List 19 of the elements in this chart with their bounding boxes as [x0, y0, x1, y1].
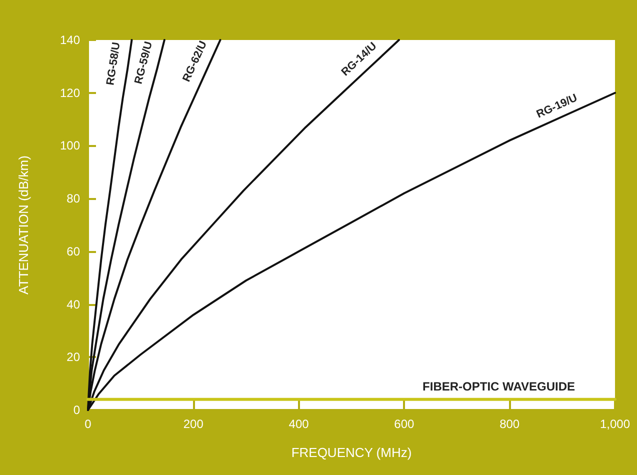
y-tick-label: 60	[66, 244, 80, 258]
x-axis-title: FREQUENCY (MHz)	[291, 445, 412, 460]
y-tick-label: 0	[73, 403, 80, 417]
y-tick-label: 140	[60, 33, 80, 47]
text: RG-58/U	[104, 41, 123, 86]
y-tick-label: 20	[66, 350, 80, 364]
y-tick-label: 100	[60, 138, 80, 153]
x-tick-label: 1,000	[600, 417, 630, 431]
x-tick-label: 0	[84, 417, 92, 431]
x-tick-label: 400	[288, 417, 310, 431]
y-axis-title: ATTENUATION (dB/km)	[16, 156, 31, 294]
x-tick-label: 600	[394, 417, 415, 431]
text: RG-59/U	[132, 40, 155, 86]
x-tick-label: 800	[500, 417, 520, 431]
x-tick-label: 200	[183, 417, 204, 431]
series-label: FIBER-OPTIC WAVEGUIDE	[422, 379, 575, 394]
y-tick-label: 40	[66, 297, 80, 312]
y-tick-label: 80	[66, 192, 80, 206]
y-tick-label: 120	[60, 86, 80, 100]
